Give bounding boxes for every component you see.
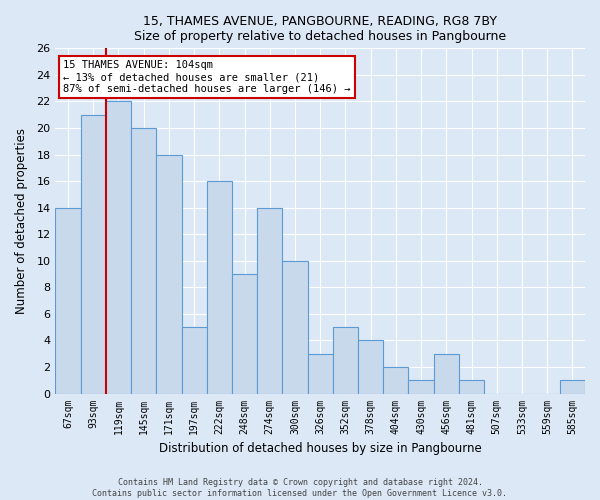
Bar [106, 102, 131, 394]
Bar [207, 181, 232, 394]
Bar [459, 380, 484, 394]
Bar [131, 128, 157, 394]
Bar [434, 354, 459, 394]
Bar [182, 327, 207, 394]
X-axis label: Distribution of detached houses by size in Pangbourne: Distribution of detached houses by size … [159, 442, 482, 455]
Bar [80, 114, 106, 394]
Bar [55, 208, 80, 394]
Bar [409, 380, 434, 394]
Bar [383, 367, 409, 394]
Text: 15 THAMES AVENUE: 104sqm
← 13% of detached houses are smaller (21)
87% of semi-d: 15 THAMES AVENUE: 104sqm ← 13% of detach… [64, 60, 351, 94]
Bar [358, 340, 383, 394]
Title: 15, THAMES AVENUE, PANGBOURNE, READING, RG8 7BY
Size of property relative to det: 15, THAMES AVENUE, PANGBOURNE, READING, … [134, 15, 506, 43]
Bar [232, 274, 257, 394]
Bar [257, 208, 283, 394]
Y-axis label: Number of detached properties: Number of detached properties [15, 128, 28, 314]
Text: Contains HM Land Registry data © Crown copyright and database right 2024.
Contai: Contains HM Land Registry data © Crown c… [92, 478, 508, 498]
Bar [283, 261, 308, 394]
Bar [308, 354, 333, 394]
Bar [157, 154, 182, 394]
Bar [333, 327, 358, 394]
Bar [560, 380, 585, 394]
